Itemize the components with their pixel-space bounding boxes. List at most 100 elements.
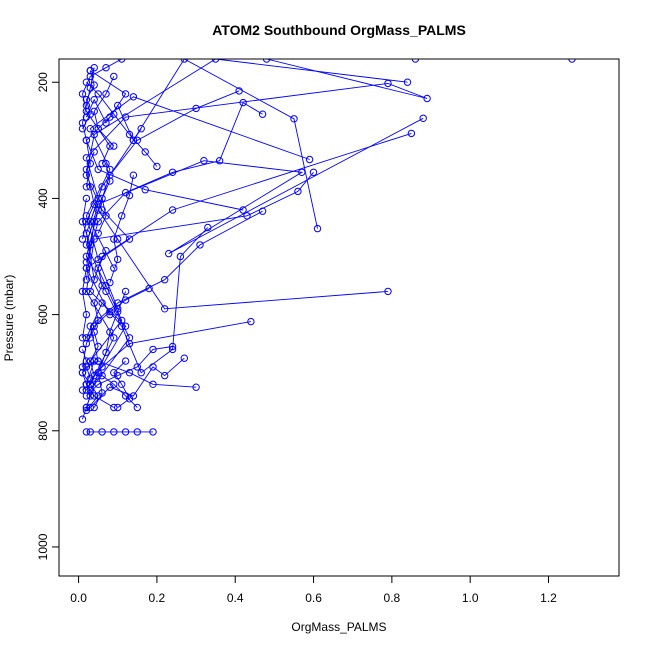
x-tick-label: 0.8 [384, 591, 401, 605]
data-point [86, 287, 95, 296]
y-tick-label: 600 [36, 304, 50, 324]
data-point [102, 119, 110, 127]
series-line [82, 349, 91, 420]
series-line [82, 67, 95, 187]
data-point [94, 125, 102, 133]
data-point [78, 90, 87, 98]
data-point [106, 142, 114, 150]
data-point [102, 348, 110, 357]
data-point [98, 206, 106, 214]
data-point [243, 212, 251, 220]
data-point [309, 168, 318, 177]
data-layer [78, 59, 576, 436]
data-point [141, 148, 149, 156]
data-point [86, 386, 95, 394]
data-point [94, 316, 102, 325]
data-point [94, 264, 102, 272]
data-point [102, 287, 110, 296]
series-line [85, 132, 412, 408]
data-point [106, 165, 114, 174]
data-point [90, 81, 98, 89]
data-point [94, 342, 102, 351]
data-point [98, 159, 106, 168]
series-line [85, 96, 310, 309]
data-point [98, 299, 106, 307]
data-point [82, 229, 91, 238]
data-point [82, 386, 91, 394]
data-point [110, 403, 118, 412]
data-point [102, 247, 110, 255]
data-point [204, 223, 212, 232]
data-point [82, 171, 91, 179]
data-point [82, 218, 91, 226]
series-34 [110, 357, 134, 412]
data-point [149, 380, 157, 388]
data-point [149, 345, 157, 354]
data-point [121, 90, 130, 98]
data-point [82, 403, 91, 412]
data-point [110, 72, 118, 81]
data-point [110, 428, 118, 436]
data-point [110, 380, 118, 388]
data-point [94, 90, 102, 98]
data-point [125, 395, 134, 403]
data-point [294, 187, 302, 196]
data-point [110, 235, 118, 243]
data-point [133, 428, 142, 436]
series-28 [106, 171, 138, 287]
series-32 [82, 328, 102, 394]
data-point [90, 96, 98, 104]
data-point [86, 66, 95, 75]
data-point [86, 334, 95, 342]
data-point [180, 354, 189, 362]
data-point [423, 94, 431, 103]
data-point [149, 428, 157, 436]
data-point [98, 183, 106, 191]
x-axis: 0.0 0.2 0.4 0.6 0.8 1.0 1.2 [70, 575, 557, 605]
data-point [114, 101, 122, 110]
data-point [133, 403, 142, 412]
y-axis: 200 400 600 800 1000 [36, 72, 60, 560]
data-point [118, 316, 126, 325]
data-point [129, 136, 138, 145]
data-point [86, 241, 95, 249]
data-point [114, 235, 122, 243]
data-point [176, 252, 185, 261]
series-1 [82, 59, 412, 319]
series-2 [82, 114, 427, 365]
x-tick-label: 1.2 [540, 591, 557, 605]
series-33 [78, 66, 98, 133]
x-tick-label: 0.4 [227, 591, 244, 605]
data-point [86, 125, 95, 133]
x-axis-label: OrgMass_PALMS [291, 620, 386, 634]
data-point [86, 357, 95, 365]
series-19 [82, 96, 145, 145]
series-4 [82, 93, 314, 313]
series-12 [82, 87, 243, 284]
data-point [82, 101, 91, 110]
data-point [110, 369, 118, 377]
series-line [85, 101, 263, 263]
data-point [192, 383, 200, 391]
series-14 [82, 357, 200, 391]
series-27 [90, 287, 130, 412]
data-point [118, 380, 126, 388]
data-point [98, 428, 106, 436]
data-point [90, 403, 98, 412]
data-point [78, 363, 87, 371]
data-point [90, 218, 98, 226]
data-point [239, 206, 247, 214]
series-line [85, 360, 197, 388]
series-24 [78, 345, 95, 423]
data-point [168, 168, 177, 177]
data-point [106, 278, 114, 287]
data-point [133, 363, 142, 371]
data-point [258, 110, 267, 118]
data-point [78, 235, 87, 243]
data-point [82, 357, 91, 365]
data-point [82, 194, 91, 203]
data-point [90, 276, 98, 284]
data-point [137, 369, 145, 377]
data-point [121, 428, 130, 436]
data-point [82, 276, 91, 284]
